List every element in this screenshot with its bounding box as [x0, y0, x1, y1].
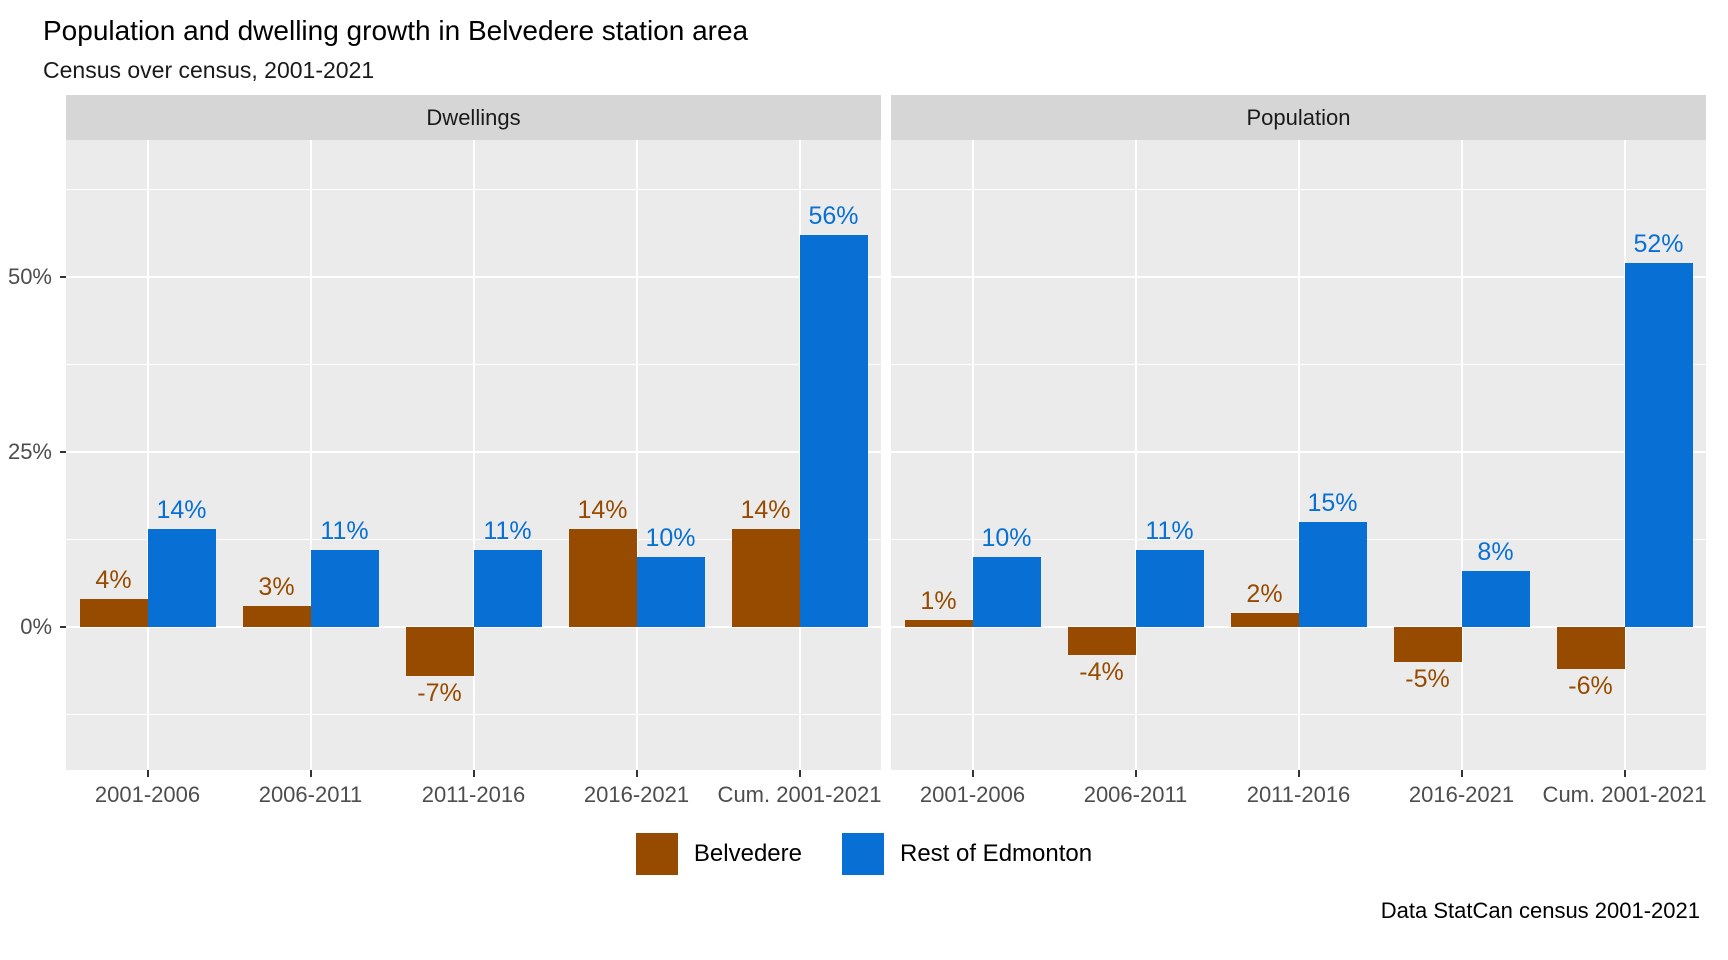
gridline-vertical	[1460, 140, 1463, 770]
x-tick-label: 2001-2006	[919, 782, 1026, 807]
bar-belvedere	[904, 620, 973, 627]
x-tick-mark	[1297, 770, 1300, 777]
bar-rest-of-edmonton	[636, 557, 705, 627]
x-tick-label: 2016-2021	[1408, 782, 1515, 807]
y-tick-label: 50%	[7, 264, 52, 289]
bar-value-label: 52%	[1633, 230, 1684, 258]
bar-value-label: 11%	[320, 517, 369, 545]
legend: Belvedere Rest of Edmonton	[0, 828, 1728, 880]
x-tick-mark	[1134, 770, 1137, 777]
bar-rest-of-edmonton	[147, 529, 216, 627]
bar-belvedere	[1393, 627, 1462, 662]
x-tick-mark	[1623, 770, 1626, 777]
bar-rest-of-edmonton	[1298, 522, 1367, 627]
x-tick-label: 2006-2011	[1083, 782, 1188, 807]
x-tick-label: 2011-2016	[421, 782, 526, 807]
bar-belvedere	[1556, 627, 1625, 669]
bar-value-label: 11%	[1145, 517, 1194, 545]
y-tick-label: 25%	[7, 439, 52, 464]
gridline-vertical	[472, 140, 475, 770]
y-tick-mark	[60, 451, 66, 453]
legend-item: Belvedere	[635, 833, 802, 875]
legend-label: Belvedere	[693, 840, 802, 867]
panel-dwellings: 4% 3% -7% 14% 14% 14% 11% 11% 10% 56%	[66, 140, 881, 770]
bar-belvedere	[405, 627, 474, 676]
facet-strip-dwellings: Dwellings	[66, 95, 881, 140]
bar-rest-of-edmonton	[1135, 550, 1204, 627]
x-axis-dwellings: 2001-2006 2006-2011 2011-2016 2016-2021 Cum.…	[66, 770, 881, 812]
x-axis-population: 2001-2006 2006-2011 2011-2016 2016-2021 Cum.…	[891, 770, 1706, 812]
bar-value-label: 2%	[1246, 580, 1283, 608]
bar-rest-of-edmonton	[799, 235, 868, 627]
gridline-vertical	[146, 140, 149, 770]
x-tick-mark	[971, 770, 974, 777]
bar-value-label: 56%	[808, 202, 859, 230]
x-tick-mark	[798, 770, 801, 777]
facet-strip-population-label: Population	[1246, 104, 1351, 130]
chart-grid: Dwellings Population 0% 25% 50% 4% 3% -7% 14%…	[0, 95, 1706, 812]
x-tick-label: Cum. 2001-2021	[717, 782, 882, 807]
chart-subtitle: Census over census, 2001-2021	[43, 57, 375, 83]
bar-rest-of-edmonton	[1624, 263, 1693, 627]
bar-rest-of-edmonton	[310, 550, 379, 627]
bar-belvedere	[731, 529, 800, 627]
bar-value-label: -5%	[1405, 665, 1450, 693]
bar-rest-of-edmonton	[972, 557, 1041, 627]
x-tick-mark	[309, 770, 312, 777]
bar-value-label: -7%	[417, 679, 462, 707]
gridline-vertical	[309, 140, 312, 770]
bar-value-label: 14%	[577, 496, 628, 524]
gridline-vertical	[635, 140, 638, 770]
bar-belvedere	[1067, 627, 1136, 655]
legend-key-rest-of-edmonton	[841, 833, 884, 875]
bar-value-label: 10%	[981, 524, 1032, 552]
bar-rest-of-edmonton	[1461, 571, 1530, 627]
bar-belvedere	[568, 529, 637, 627]
y-axis: 0% 25% 50%	[0, 140, 66, 770]
bar-value-label: 4%	[95, 566, 132, 594]
x-tick-label: 2001-2006	[94, 782, 201, 807]
bar-value-label: -6%	[1568, 672, 1613, 700]
x-tick-label: 2011-2016	[1246, 782, 1351, 807]
bar-belvedere	[79, 599, 148, 627]
facet-strip-dwellings-label: Dwellings	[426, 104, 521, 130]
bar-belvedere	[242, 606, 311, 627]
legend-key-belvedere	[635, 833, 678, 875]
bar-value-label: 8%	[1477, 538, 1514, 566]
legend-item: Rest of Edmonton	[841, 833, 1093, 875]
bar-value-label: 1%	[920, 587, 957, 615]
x-tick-label: 2016-2021	[583, 782, 690, 807]
y-tick-mark	[60, 276, 66, 278]
panel-population: 1% -4% 2% -5% -6% 10% 11% 15% 8% 52%	[891, 140, 1706, 770]
chart-header: Population and dwelling growth in Belved…	[0, 0, 1728, 95]
x-tick-mark	[472, 770, 475, 777]
bar-value-label: 15%	[1307, 489, 1358, 517]
bar-value-label: 10%	[645, 524, 696, 552]
x-tick-mark	[146, 770, 149, 777]
caption: Data StatCan census 2001-2021	[1380, 898, 1700, 923]
bar-rest-of-edmonton	[473, 550, 542, 627]
gridline-vertical	[1134, 140, 1137, 770]
x-tick-label: Cum. 2001-2021	[1542, 782, 1707, 807]
y-tick-label: 0%	[20, 614, 52, 639]
x-tick-mark	[1460, 770, 1463, 777]
facet-strip-population: Population	[891, 95, 1706, 140]
x-tick-label: 2006-2011	[258, 782, 363, 807]
bar-value-label: 14%	[156, 496, 207, 524]
bar-value-label: 14%	[740, 496, 791, 524]
legend-label: Rest of Edmonton	[899, 840, 1093, 867]
bar-value-label: 3%	[258, 573, 295, 601]
gridline-vertical	[1297, 140, 1300, 770]
bar-value-label: -4%	[1079, 658, 1124, 686]
chart-title: Population and dwelling growth in Belved…	[43, 15, 749, 46]
gridline-vertical	[971, 140, 974, 770]
bar-belvedere	[1230, 613, 1299, 627]
x-tick-mark	[635, 770, 638, 777]
bar-value-label: 11%	[483, 517, 532, 545]
y-tick-mark	[60, 626, 66, 628]
